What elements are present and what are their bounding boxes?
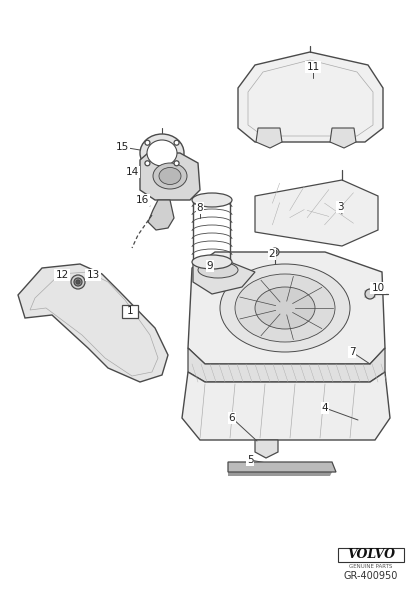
Text: 8: 8 — [197, 203, 203, 213]
Circle shape — [174, 140, 179, 145]
Polygon shape — [256, 128, 282, 148]
Text: 5: 5 — [247, 455, 253, 465]
Text: 15: 15 — [115, 142, 129, 152]
Text: 1: 1 — [127, 306, 133, 316]
Ellipse shape — [192, 193, 232, 207]
Polygon shape — [228, 462, 336, 472]
FancyBboxPatch shape — [122, 305, 138, 318]
Ellipse shape — [235, 274, 335, 342]
Polygon shape — [148, 200, 174, 230]
Circle shape — [145, 140, 150, 145]
Text: 7: 7 — [349, 347, 356, 357]
Ellipse shape — [140, 134, 184, 172]
Text: 10: 10 — [372, 283, 385, 293]
Circle shape — [271, 248, 279, 256]
Ellipse shape — [147, 140, 177, 166]
Bar — [338, 548, 404, 562]
Circle shape — [174, 161, 179, 166]
Circle shape — [273, 250, 277, 254]
Ellipse shape — [255, 287, 315, 329]
Text: 2: 2 — [269, 249, 275, 259]
Ellipse shape — [192, 255, 232, 269]
Text: 4: 4 — [322, 403, 328, 413]
Polygon shape — [140, 153, 200, 200]
Text: 6: 6 — [229, 413, 236, 423]
Ellipse shape — [153, 163, 187, 189]
Text: 11: 11 — [306, 62, 320, 72]
Polygon shape — [182, 372, 390, 440]
Ellipse shape — [159, 168, 181, 185]
Text: VOLVO: VOLVO — [347, 549, 395, 561]
Circle shape — [71, 275, 85, 289]
Circle shape — [365, 289, 375, 299]
Polygon shape — [228, 472, 332, 476]
Text: GR-400950: GR-400950 — [344, 571, 398, 581]
Polygon shape — [255, 180, 378, 246]
Polygon shape — [330, 128, 356, 148]
Circle shape — [145, 161, 150, 166]
Text: 9: 9 — [207, 261, 213, 271]
Circle shape — [74, 278, 82, 286]
Text: 12: 12 — [55, 270, 69, 280]
Ellipse shape — [198, 262, 238, 278]
Text: 13: 13 — [86, 270, 99, 280]
Polygon shape — [248, 60, 373, 136]
Polygon shape — [255, 440, 278, 458]
Circle shape — [76, 280, 80, 284]
Polygon shape — [238, 52, 383, 142]
Polygon shape — [193, 260, 255, 294]
Text: 3: 3 — [337, 202, 343, 212]
Polygon shape — [18, 264, 168, 382]
Text: 14: 14 — [125, 167, 139, 177]
Polygon shape — [30, 272, 158, 376]
Polygon shape — [188, 252, 385, 364]
Ellipse shape — [220, 264, 350, 352]
Polygon shape — [188, 348, 385, 382]
Text: 16: 16 — [135, 195, 149, 205]
Text: GENUINE PARTS: GENUINE PARTS — [349, 564, 393, 569]
